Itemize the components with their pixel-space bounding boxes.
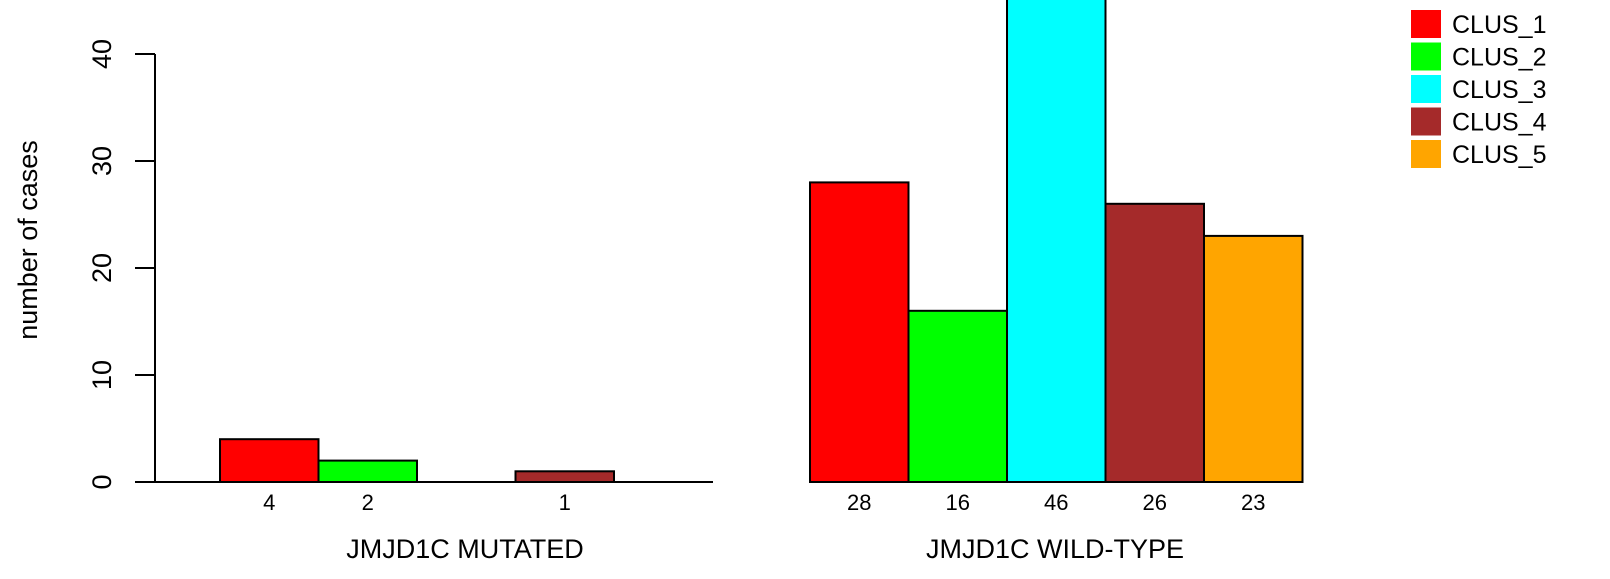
group-label: JMJD1C MUTATED (346, 534, 584, 564)
y-axis-title: number of cases (13, 140, 43, 340)
legend-label: CLUS_5 (1452, 141, 1547, 169)
bar (317, 459, 418, 484)
bar-count-label: 28 (847, 490, 871, 515)
legend-swatch (1411, 140, 1441, 168)
legend-label: CLUS_1 (1452, 11, 1547, 39)
bar (809, 181, 910, 483)
legend-label: CLUS_2 (1452, 44, 1547, 72)
legend: CLUS_1 CLUS_2 CLUS_3 CLUS_4 CLUS_5 (1411, 10, 1547, 169)
bar (1006, 0, 1107, 483)
y-tick-label: 40 (87, 39, 117, 69)
y-tick-label: 0 (87, 474, 117, 489)
legend-swatch (1411, 75, 1441, 103)
legend-swatch (1411, 42, 1441, 71)
y-tick-label: 20 (87, 253, 117, 283)
bar-count-label: 26 (1143, 490, 1167, 515)
bar-group: 4 2 1 JMJD1C MUTATED (155, 438, 713, 564)
y-tick-label: 10 (87, 360, 117, 390)
bar-count-label: 16 (946, 490, 970, 515)
y-tick-label: 30 (87, 146, 117, 176)
legend-label: CLUS_4 (1452, 109, 1547, 137)
group-label: JMJD1C WILD-TYPE (926, 534, 1184, 564)
bar (219, 438, 320, 484)
bar-count-label: 4 (263, 490, 275, 515)
plot-panels: 4 2 1 JMJD1C MUTATED 28 16 46 26 23 JMJD1C WILD-T… (155, 0, 1304, 564)
bar (1203, 234, 1304, 483)
bar (514, 470, 615, 483)
bar-group: 28 16 46 26 23 JMJD1C WILD-TYPE (809, 0, 1304, 564)
legend-label: CLUS_3 (1452, 76, 1547, 104)
bar (1104, 202, 1205, 484)
legend-swatch (1411, 107, 1441, 136)
bar-count-label: 1 (559, 490, 571, 515)
bar-count-label: 23 (1241, 490, 1265, 515)
bar-count-label: 46 (1044, 490, 1068, 515)
bar (907, 309, 1008, 483)
bar-count-label: 2 (362, 490, 374, 515)
legend-swatch (1411, 10, 1441, 38)
y-axis: 0 10 20 30 40 (87, 39, 156, 490)
